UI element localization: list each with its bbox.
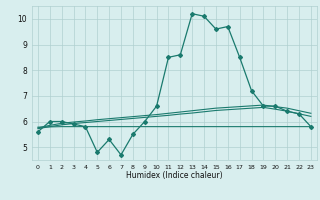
- X-axis label: Humidex (Indice chaleur): Humidex (Indice chaleur): [126, 171, 223, 180]
